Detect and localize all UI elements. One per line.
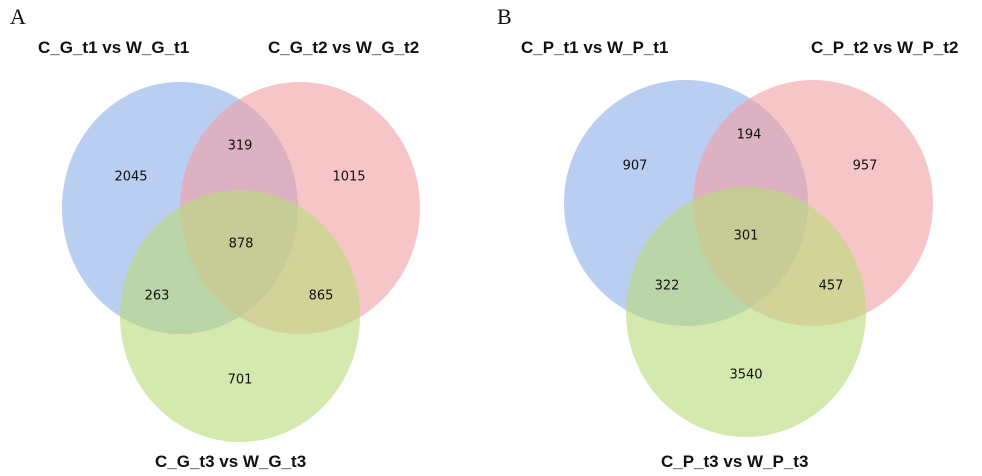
venn-diagram: 2045 319 1015 878 263 865 701 [62, 82, 420, 442]
count-sets-1-2: 319 [228, 139, 253, 154]
count-sets-1-2: 194 [737, 128, 762, 143]
count-sets-1-3: 322 [655, 279, 680, 294]
set-label-2: C_G_t2 vs W_G_t2 [268, 38, 420, 57]
count-all: 301 [734, 229, 759, 244]
count-sets-2-3: 865 [309, 289, 334, 304]
count-only-2: 957 [853, 159, 878, 174]
venn-panel-a: A C_G_t1 vs W_G_t1 C_G_t2 vs W_G_t2 C_G_… [10, 4, 420, 471]
venn-panel-b: B C_P_t1 vs W_P_t1 C_P_t2 vs W_P_t2 C_P_… [491, 0, 982, 476]
count-sets-1-3: 263 [145, 289, 170, 304]
count-only-2: 1015 [332, 170, 365, 185]
count-only-3: 701 [228, 373, 253, 388]
count-only-1: 2045 [114, 170, 147, 185]
count-sets-2-3: 457 [819, 279, 844, 294]
panel-letter: B [497, 4, 512, 29]
panel-letter: A [10, 4, 26, 29]
count-all: 878 [229, 237, 254, 252]
count-only-1: 907 [623, 159, 648, 174]
venn-diagram: 907 194 957 301 322 457 3540 [564, 80, 933, 437]
set-3-ellipse [120, 190, 360, 442]
set-label-1: C_G_t1 vs W_G_t1 [38, 38, 190, 57]
set-label-3: C_P_t3 vs W_P_t3 [661, 452, 809, 471]
set-label-1: C_P_t1 vs W_P_t1 [521, 38, 669, 57]
set-3-ellipse [626, 187, 866, 437]
set-label-2: C_P_t2 vs W_P_t2 [811, 38, 959, 57]
count-only-3: 3540 [729, 368, 762, 383]
set-label-3: C_G_t3 vs W_G_t3 [155, 452, 307, 471]
